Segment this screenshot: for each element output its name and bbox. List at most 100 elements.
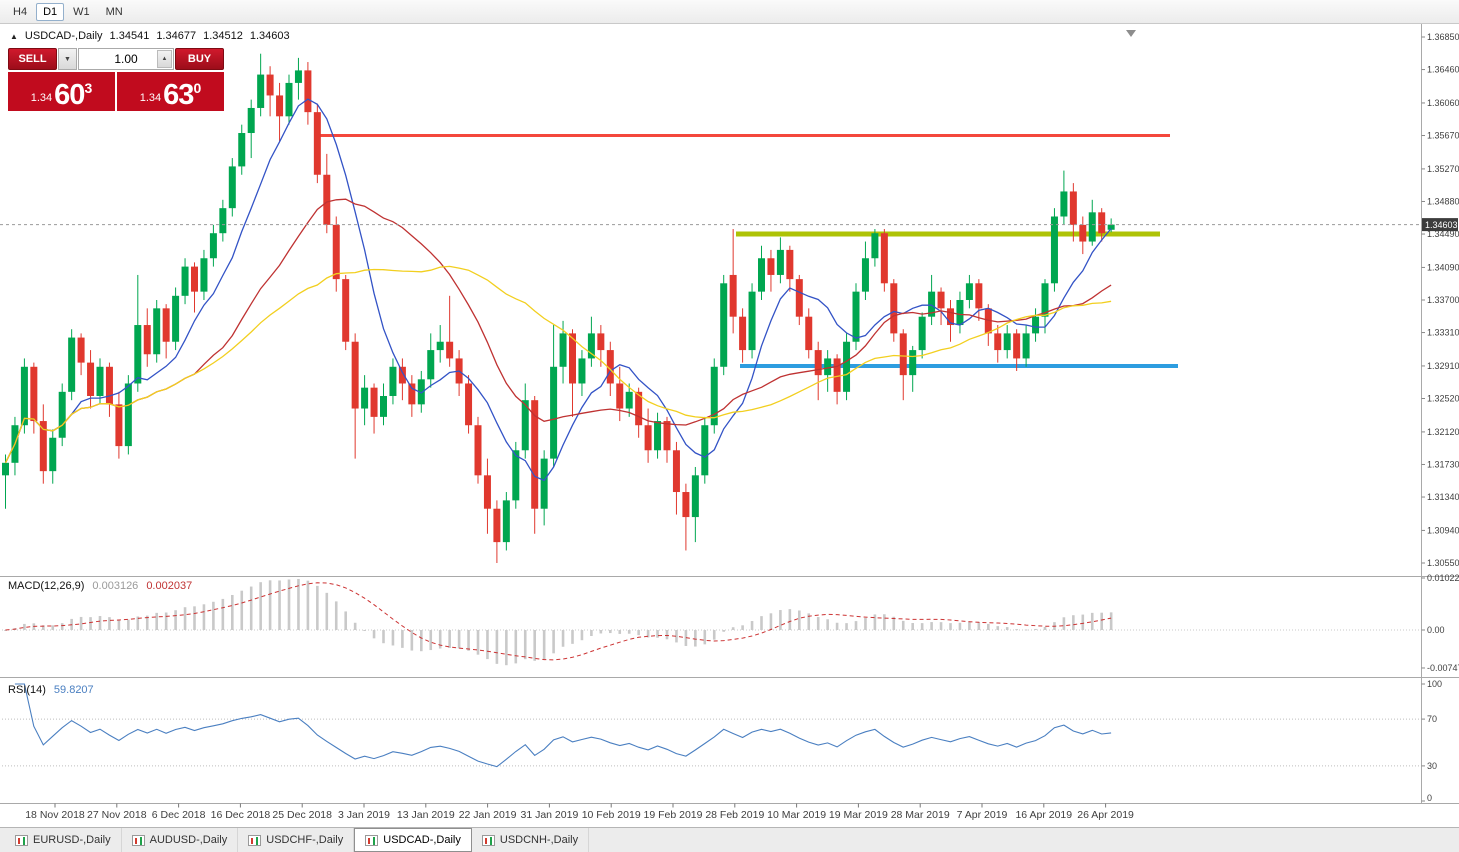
svg-text:100: 100: [1427, 679, 1442, 689]
svg-text:70: 70: [1427, 714, 1437, 724]
current-price-badge: [1422, 218, 1458, 232]
svg-text:25 Dec 2018: 25 Dec 2018: [272, 809, 332, 821]
svg-text:19 Mar 2019: 19 Mar 2019: [829, 809, 888, 821]
svg-text:3 Jan 2019: 3 Jan 2019: [338, 809, 390, 821]
lot-size-input[interactable]: 1.00 ▲: [78, 48, 174, 70]
one-click-trading-panel: SELL ▼ 1.00 ▲ BUY 1.34 60 3 1.34 63 0: [8, 48, 224, 111]
sell-price-pip: 3: [84, 80, 93, 96]
svg-text:1.30940: 1.30940: [1427, 525, 1459, 535]
caret-down-icon: ▼: [64, 55, 71, 63]
svg-text:-0.007471: -0.007471: [1427, 663, 1459, 673]
chart-tab-usdcad-daily[interactable]: USDCAD-,Daily: [354, 828, 472, 852]
svg-text:31 Jan 2019: 31 Jan 2019: [520, 809, 578, 821]
svg-text:1.32120: 1.32120: [1427, 427, 1459, 437]
svg-text:1.36850: 1.36850: [1427, 32, 1459, 42]
timeframe-button-d1[interactable]: D1: [36, 2, 65, 21]
ohlc-header: ▲ USDCAD-,Daily 1.34541 1.34677 1.34512 …: [10, 30, 290, 42]
svg-text:16 Dec 2018: 16 Dec 2018: [211, 809, 271, 821]
svg-text:1.32520: 1.32520: [1427, 394, 1459, 404]
svg-text:1.36060: 1.36060: [1427, 98, 1459, 108]
chart-tab-label: AUDUSD-,Daily: [149, 834, 228, 846]
svg-text:10 Feb 2019: 10 Feb 2019: [582, 809, 641, 821]
svg-text:19 Feb 2019: 19 Feb 2019: [644, 809, 703, 821]
buy-price-prefix: 1.34: [139, 92, 162, 104]
svg-text:1.35670: 1.35670: [1427, 131, 1459, 141]
time-axis[interactable]: 18 Nov 2018 27 Nov 2018 6 Dec 2018 16 Dec 2…: [25, 803, 1134, 822]
chart-tabs-bar: EURUSD-,Daily AUDUSD-,Daily USDCHF-,Daily U…: [0, 827, 1459, 852]
svg-text:28 Mar 2019: 28 Mar 2019: [891, 809, 950, 821]
svg-text:1.31730: 1.31730: [1427, 459, 1459, 469]
mini-chart-icon: [481, 834, 495, 846]
price-axis[interactable]: 1.36850 1.36460 1.36060 1.35670 1.35270 1.348…: [0, 30, 1459, 568]
sell-price-big: 60: [54, 78, 85, 111]
svg-text:30: 30: [1427, 761, 1437, 771]
macd-main-value: 0.003126: [92, 580, 139, 592]
macd-signal-value: 0.002037: [146, 580, 193, 592]
chart-tab-label: EURUSD-,Daily: [33, 834, 111, 846]
buy-price-big: 63: [163, 78, 194, 111]
lot-increase-button[interactable]: ▲: [157, 50, 172, 68]
mini-chart-icon: [15, 834, 28, 846]
lot-size-value: 1.00: [114, 52, 138, 66]
svg-text:1.36460: 1.36460: [1427, 65, 1459, 75]
svg-text:1.33700: 1.33700: [1427, 295, 1459, 305]
svg-text:7 Apr 2019: 7 Apr 2019: [957, 809, 1008, 821]
sell-price-display[interactable]: 1.34 60 3: [8, 72, 115, 111]
svg-text:1.34090: 1.34090: [1427, 262, 1459, 272]
timeframe-button-w1[interactable]: W1: [66, 3, 97, 21]
chart-tab-audusd-daily[interactable]: AUDUSD-,Daily: [122, 828, 239, 852]
timeframe-toolbar: H4 D1 W1 MN: [0, 0, 1459, 24]
rsi-panel: 100 70 30 0: [2, 679, 1442, 803]
chart-tab-usdchf-daily[interactable]: USDCHF-,Daily: [238, 828, 355, 852]
sell-price-prefix: 1.34: [30, 92, 53, 104]
mini-chart-icon: [365, 834, 379, 846]
svg-text:26 Apr 2019: 26 Apr 2019: [1077, 809, 1134, 821]
buy-price-pip: 0: [193, 80, 202, 96]
rsi-indicator-label: RSI(14) 59.8207: [8, 684, 94, 696]
candles: [2, 53, 1115, 563]
svg-text:1.34490: 1.34490: [1427, 229, 1459, 239]
timeframe-button-mn[interactable]: MN: [99, 3, 130, 21]
macd-panel: 0.010229 0.00 -0.007471: [2, 573, 1459, 673]
svg-text:6 Dec 2018: 6 Dec 2018: [152, 809, 206, 821]
symbol-name: USDCAD-,Daily: [24, 30, 103, 42]
svg-text:28 Feb 2019: 28 Feb 2019: [705, 809, 764, 821]
rsi-value: 59.8207: [53, 684, 94, 696]
buy-button[interactable]: BUY: [175, 48, 224, 70]
svg-text:0.010229: 0.010229: [1427, 573, 1459, 583]
ohlc-high: 1.34677: [156, 30, 197, 42]
timeframe-button-h4[interactable]: H4: [6, 3, 34, 21]
svg-text:10 Mar 2019: 10 Mar 2019: [767, 809, 826, 821]
svg-text:1.35270: 1.35270: [1427, 164, 1459, 174]
caret-up-icon: ▲: [161, 56, 168, 62]
rsi-name: RSI(14): [8, 684, 46, 696]
svg-text:22 Jan 2019: 22 Jan 2019: [459, 809, 517, 821]
svg-text:0.00: 0.00: [1427, 625, 1445, 635]
sell-button[interactable]: SELL: [8, 48, 57, 70]
buy-price-display[interactable]: 1.34 63 0: [117, 72, 224, 111]
chart-tab-usdcnh-daily[interactable]: USDCNH-,Daily: [472, 828, 590, 852]
ohlc-open: 1.34541: [109, 30, 150, 42]
macd-name: MACD(12,26,9): [8, 580, 85, 592]
mini-chart-icon: [131, 834, 145, 846]
svg-text:1.34880: 1.34880: [1427, 196, 1459, 206]
svg-text:0: 0: [1427, 793, 1432, 803]
panel-dividers: [0, 24, 1459, 804]
svg-text:16 Apr 2019: 16 Apr 2019: [1015, 809, 1072, 821]
svg-text:1.30550: 1.30550: [1427, 558, 1459, 568]
moving-averages: [4, 98, 1112, 482]
mini-chart-icon: [248, 834, 262, 846]
chart-shift-marker-icon: [1126, 30, 1136, 37]
svg-text:1.34603: 1.34603: [1425, 220, 1458, 230]
symbol-marker-icon: ▲: [10, 31, 18, 41]
svg-text:13 Jan 2019: 13 Jan 2019: [397, 809, 455, 821]
macd-indicator-label: MACD(12,26,9) 0.003126 0.002037: [8, 580, 192, 592]
ohlc-low: 1.34512: [203, 30, 243, 42]
svg-text:18 Nov 2018: 18 Nov 2018: [25, 809, 85, 821]
svg-text:1.33310: 1.33310: [1427, 328, 1459, 338]
ohlc-close: 1.34603: [249, 30, 290, 42]
lot-dropdown-button[interactable]: ▼: [58, 48, 77, 70]
chart-tab-eurusd-daily[interactable]: EURUSD-,Daily: [5, 828, 122, 852]
